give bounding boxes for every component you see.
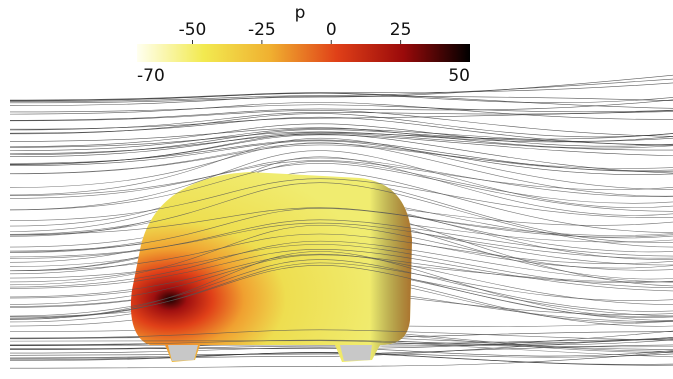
streamline [10, 133, 673, 164]
streamline [10, 110, 673, 130]
range-min-label: -70 [137, 66, 165, 86]
streamline [10, 145, 673, 174]
body-shading [131, 172, 412, 362]
tick-label: 0 [326, 20, 337, 40]
colorbar: p -50 -25 0 25 -70 50 [137, 3, 470, 86]
tick-label: -25 [248, 20, 276, 40]
colorbar-label: p [295, 3, 306, 23]
streamline [10, 130, 673, 155]
tick-label: 25 [390, 20, 412, 40]
colorbar-gradient [137, 44, 470, 62]
streamline [10, 75, 673, 103]
streamline [10, 114, 673, 137]
visualization: p -50 -25 0 25 -70 50 [0, 0, 673, 375]
streamline [10, 93, 673, 103]
streamline [10, 140, 673, 171]
tick-label: -50 [179, 20, 207, 40]
page: {"colorbar": {"label": "p", "range": [-7… [0, 0, 673, 375]
vehicle-body [131, 172, 412, 362]
streamline [10, 128, 673, 148]
streamline [10, 133, 673, 157]
range-max-label: 50 [448, 66, 470, 86]
